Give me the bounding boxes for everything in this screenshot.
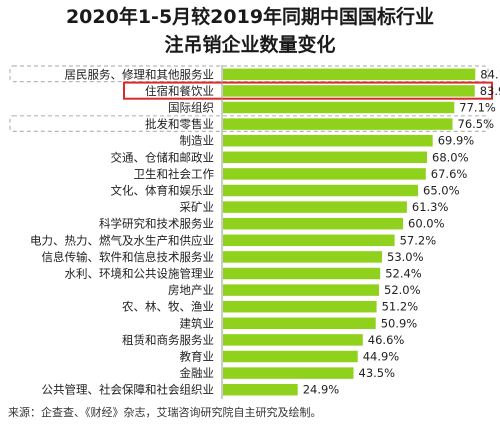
bar [223, 151, 427, 164]
bar [223, 367, 354, 379]
value-label: 52.0% [384, 283, 421, 297]
value-label: 53.0% [387, 250, 424, 264]
bar [223, 334, 363, 346]
bar [223, 201, 407, 213]
value-label: 60.0% [408, 217, 445, 231]
bar [223, 85, 475, 97]
value-label: 68.0% [432, 150, 469, 164]
value-label: 65.0% [423, 184, 460, 198]
bar [223, 184, 418, 197]
bar [223, 118, 453, 130]
category-label: 教育业 [180, 350, 215, 364]
category-label: 国际组织 [168, 101, 214, 115]
value-label: 51.2% [382, 300, 419, 314]
category-label: 建筑业 [180, 316, 215, 330]
bar [223, 134, 433, 147]
bar [223, 217, 403, 230]
highlight-box-red [123, 81, 493, 100]
category-label: 批发和零售业 [145, 117, 214, 131]
category-label: 采矿业 [180, 200, 215, 214]
bar [223, 284, 379, 296]
category-label: 金融业 [180, 366, 215, 380]
chart-title-line1: 2020年1-5月较2019年同期中国国标行业 [65, 6, 435, 28]
bar [223, 267, 381, 280]
bar [223, 68, 476, 81]
category-label: 租赁和商务服务业 [122, 333, 214, 347]
category-label: 制造业 [180, 134, 215, 148]
value-label: 76.5% [458, 117, 495, 131]
value-label: 44.9% [363, 350, 400, 364]
value-label: 57.2% [400, 233, 437, 247]
value-label: 69.9% [438, 134, 475, 148]
value-label: 52.4% [385, 267, 422, 281]
value-label: 83.9% [480, 84, 500, 98]
value-label: 43.5% [359, 366, 396, 380]
value-label: 24.9% [303, 383, 340, 397]
category-label: 住宿和餐饮业 [145, 84, 214, 98]
category-label: 农、林、牧、渔业 [122, 300, 214, 314]
category-label: 居民服务、修理和其他服务业 [65, 67, 215, 81]
bar [223, 350, 358, 363]
bar [223, 300, 377, 313]
value-label: 61.3% [412, 200, 449, 214]
category-label: 科学研究和技术服务业 [99, 217, 214, 231]
bar [223, 251, 382, 263]
category-label: 卫生和社会工作 [134, 167, 215, 181]
value-label: 46.6% [368, 333, 405, 347]
value-label: 84.1% [480, 67, 500, 81]
bar [223, 317, 376, 330]
value-label: 67.6% [431, 167, 468, 181]
bar [223, 383, 298, 396]
source-note: 来源：企查查、《财经》杂志，艾瑞咨询研究院自主研究及绘制。 [8, 406, 322, 419]
category-label: 公共管理、社会保障和社会组织业 [42, 383, 215, 397]
value-label: 77.1% [459, 101, 496, 115]
bar [223, 234, 395, 247]
chart-title-line2: 注吊销企业数量变化 [164, 34, 336, 56]
bar [223, 168, 426, 180]
category-label: 信息传输、软件和信息技术服务业 [42, 250, 215, 264]
category-label: 电力、热力、燃气及水生产和供应业 [30, 233, 214, 247]
category-label: 文化、体育和娱乐业 [111, 184, 215, 198]
value-label: 50.9% [381, 316, 418, 330]
bar [223, 101, 455, 114]
category-label: 交通、仓储和邮政业 [111, 150, 215, 164]
category-label: 房地产业 [168, 283, 214, 297]
category-label: 水利、环境和公共设施管理业 [65, 267, 215, 281]
